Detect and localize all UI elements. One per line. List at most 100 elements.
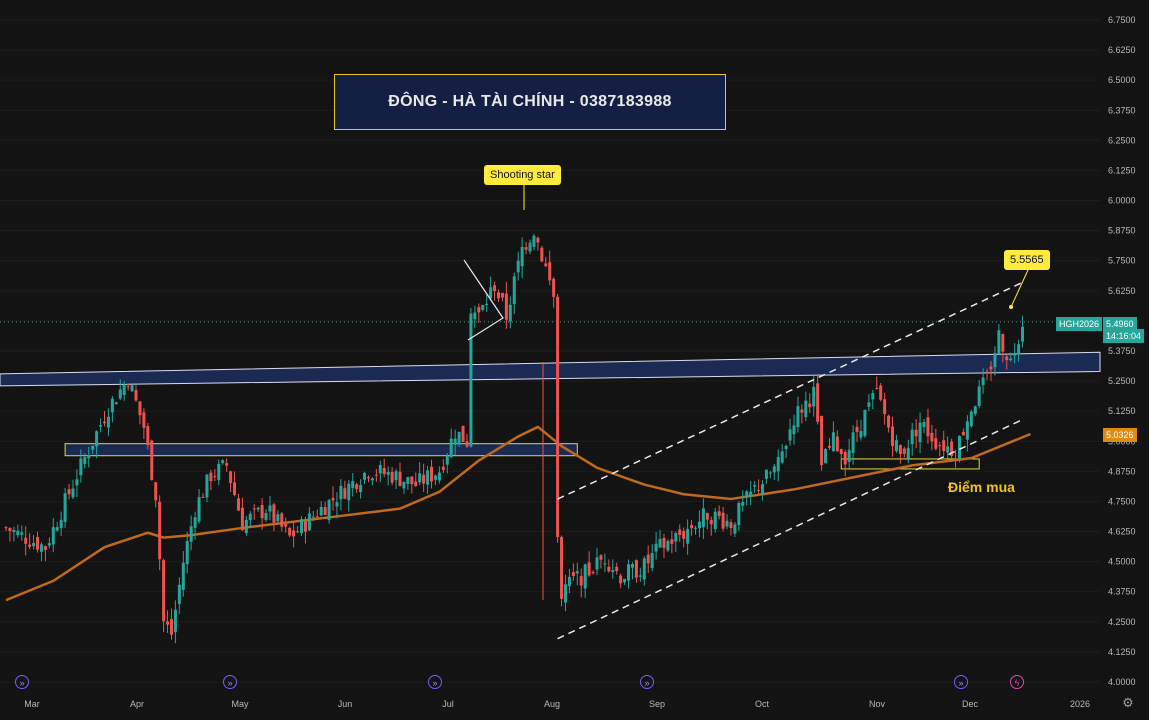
candle-body [55,527,59,531]
target-point [1009,305,1013,309]
candle-body [957,436,961,460]
forward-icon[interactable]: » [428,675,442,689]
candle-body [930,432,934,442]
candle-body [875,387,879,389]
candle-body [461,425,465,443]
candle-body [449,438,453,458]
candle-body [347,483,351,501]
candle-body [351,481,355,488]
candle-body [894,440,898,452]
shooting-star-label: Shooting star [484,165,561,185]
candle-body [307,513,311,531]
candle-body [540,247,544,262]
candle-body [603,563,607,565]
candle-body [827,445,831,448]
candle-body [422,474,426,484]
candle-body [20,532,24,535]
candle-body [8,528,12,531]
candle-body [776,456,780,472]
candle-body [638,575,642,577]
forward-icon[interactable]: » [15,675,29,689]
y-tick-label: 6.6250 [1108,45,1136,55]
candle-body [981,377,985,386]
candle-body [922,421,926,428]
candle-body [477,307,481,313]
candle-body [173,609,177,633]
candle-body [812,386,816,407]
candle-body [209,472,213,482]
candle-body [378,465,382,474]
candle-body [32,542,36,547]
candle-body [623,578,627,583]
candle-body [697,521,701,529]
candle-body [642,558,646,580]
candle-body [437,472,441,481]
candle-body [512,276,516,305]
channel-lower-line [557,418,1023,640]
candle-body [591,571,595,574]
candle-body [51,527,55,545]
candle-body [946,446,950,453]
candle-body [1009,358,1013,361]
candle-body [662,537,666,548]
candle-body [63,493,67,522]
candle-body [906,447,910,460]
candle-body [993,353,997,368]
candle-body [126,386,130,388]
gear-icon[interactable]: ⚙ [1122,695,1134,710]
candle-body [859,431,863,438]
candle-body [666,541,670,551]
candle-body [1005,356,1009,361]
forward-icon[interactable]: » [223,675,237,689]
trend-lines-layer [463,185,1029,640]
candle-body [575,571,579,574]
buy-point-label: Điểm mua [948,479,1015,495]
forward-icon[interactable]: » [640,675,654,689]
candle-body [398,471,402,486]
candle-body [430,466,434,482]
candle-body [201,496,205,498]
candle-body [733,524,737,534]
candle-body [855,426,859,432]
candle-body [500,292,504,298]
candle-body [721,512,725,529]
candle-body [1021,326,1025,342]
candle-body [95,431,99,447]
x-tick-label: Apr [130,699,144,709]
candle-body [366,477,370,479]
candle-body [59,519,63,529]
candle-body [954,460,958,462]
candle-body [465,441,469,447]
candle-body [630,564,634,568]
forward-icon[interactable]: » [954,675,968,689]
candle-body [891,426,894,446]
candle-body [926,417,930,437]
candle-body [91,445,95,450]
x-tick-label: 2026 [1070,699,1090,709]
candle-body [382,468,386,475]
candle-body [615,566,619,571]
candle-body [370,478,374,481]
y-tick-label: 4.7500 [1108,496,1136,506]
candle-body [39,544,43,552]
candle-body [122,384,126,395]
candle-body [75,479,79,486]
candle-body [229,471,233,484]
candle-body [414,481,418,486]
x-tick-label: Oct [755,699,770,709]
candle-body [303,521,307,532]
candle-body [485,303,489,306]
candle-body [292,530,296,537]
candle-body [205,474,209,498]
candle-body [808,403,812,408]
y-tick-label: 6.7500 [1108,15,1136,25]
candle-body [47,543,51,546]
flash-icon[interactable]: ϟ [1010,675,1024,689]
candle-body [445,455,449,465]
symbol-tag: HGH2026 [1056,317,1103,331]
candle-body [548,262,552,281]
candle-body [473,312,477,320]
candle-body [300,519,303,534]
wedge-pattern [463,259,504,341]
